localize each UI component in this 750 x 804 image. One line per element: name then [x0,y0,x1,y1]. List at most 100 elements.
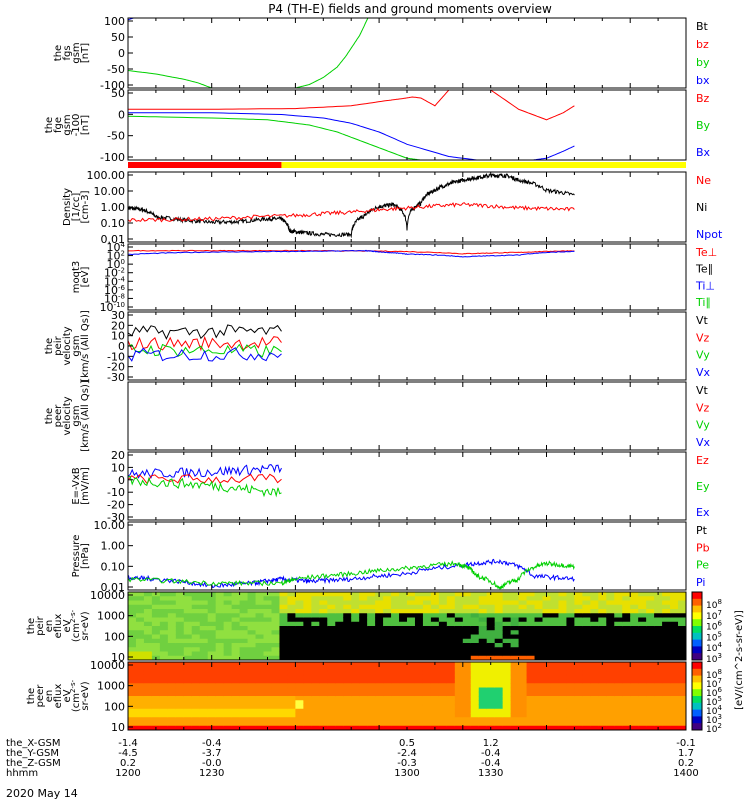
heatmap-cell [422,725,432,730]
heatmap-cell [670,683,679,689]
heatmap-cell [614,670,623,676]
heatmap-cell [614,700,623,706]
heatmap-cell [566,708,575,714]
heatmap-cell [414,604,424,610]
y-axis-title-line: eV [62,689,73,702]
heatmap-cell [247,666,257,672]
heatmap-cell [351,592,360,597]
heatmap-peir_en [128,592,686,660]
heatmap-cell [375,604,384,610]
heatmap-cell [582,600,591,606]
heatmap-cell [303,713,312,718]
heatmap-cell [606,662,615,667]
heatmap-cell [574,687,583,693]
heatmap-cell [335,683,344,689]
mode-bar-yellow [281,162,686,168]
heatmap-cell [462,704,472,710]
heatmap-cell [207,670,217,676]
heatmap-cell [199,670,209,676]
heatmap-cell [422,621,432,627]
heatmap-cell [646,683,655,689]
heatmap-cell [558,634,568,640]
y-tick-label: 100 [107,258,125,271]
heatmap-cell [399,717,408,723]
heatmap-cell [191,617,201,623]
heatmap-cell [255,691,265,697]
heatmap-cell [287,666,296,672]
heatmap-cell [574,708,583,714]
y-axis-title-line: gsm [71,335,82,356]
heatmap-cell [279,638,289,644]
heatmap-cell [263,647,273,653]
heatmap-cell [247,725,257,730]
panel-frame [127,89,687,161]
heatmap-cell [606,617,615,623]
heatmap-cell [654,643,663,648]
heatmap-cell [303,630,312,636]
heatmap-cell [470,679,480,684]
heatmap-cell [399,721,408,727]
heatmap-cell [263,596,273,602]
heatmap-cell [367,721,376,727]
heatmap-cell [574,683,583,689]
x-axis-value: 0.2 [678,758,694,769]
heatmap-cell [375,674,384,680]
heatmap-cell [159,674,169,680]
heatmap-cell [279,634,289,640]
heatmap-cell [582,617,591,623]
heatmap-cell [486,647,496,653]
heatmap-cell [646,621,655,627]
heatmap-cell [311,696,320,701]
heatmap-cell [159,708,169,714]
heatmap-cell [542,713,552,718]
heatmap-cell [287,630,296,636]
heatmap-cell [454,674,464,680]
heatmap-cell [159,604,169,610]
heatmap-cell [590,683,599,689]
heatmap-cell [128,621,137,627]
y-axis-title-line: the [44,408,55,424]
heatmap-cell [510,647,520,653]
heatmap-cell [566,655,575,660]
heatmap-cell [191,717,201,723]
heatmap-cell [582,655,591,660]
heatmap-cell [319,704,328,710]
heatmap-cell [207,617,217,623]
heatmap-cell [215,617,225,623]
heatmap-cell [279,647,289,653]
heatmap-cell [303,621,312,627]
heatmap-cell [231,647,241,653]
heatmap-cell [319,617,328,623]
y-tick-label: 1000 [97,680,125,693]
heatmap-cell [319,600,328,606]
heatmap-cell [582,592,591,597]
heatmap-cell [383,609,392,614]
heatmap-cell [351,643,360,648]
heatmap-cell [502,596,512,602]
colorbar-segment [692,662,702,670]
heatmap-cell [247,630,257,636]
heatmap-cell [622,600,631,606]
heatmap-cell [327,708,336,714]
heatmap-cell [231,651,241,657]
heatmap-cell [375,630,384,636]
heatmap-cell [295,696,304,701]
heatmap-cell [582,687,591,693]
heatmap-cell [215,670,225,676]
heatmap-cell [486,600,496,606]
heatmap-cell [670,626,679,631]
heatmap-cell [662,708,671,714]
heatmap-cell [207,687,217,693]
heatmap-cell [550,634,560,640]
heatmap-cell [191,691,201,697]
heatmap-cell [414,621,424,627]
heatmap-cell [199,596,209,602]
heatmap-cell [502,655,512,660]
heatmap-cell [279,600,289,606]
heatmap-cell [303,717,312,723]
heatmap-cell [526,674,536,680]
heatmap-cell [215,655,225,660]
heatmap-cell [183,691,193,697]
heatmap-cell [550,655,560,660]
heatmap-cell [207,647,217,653]
